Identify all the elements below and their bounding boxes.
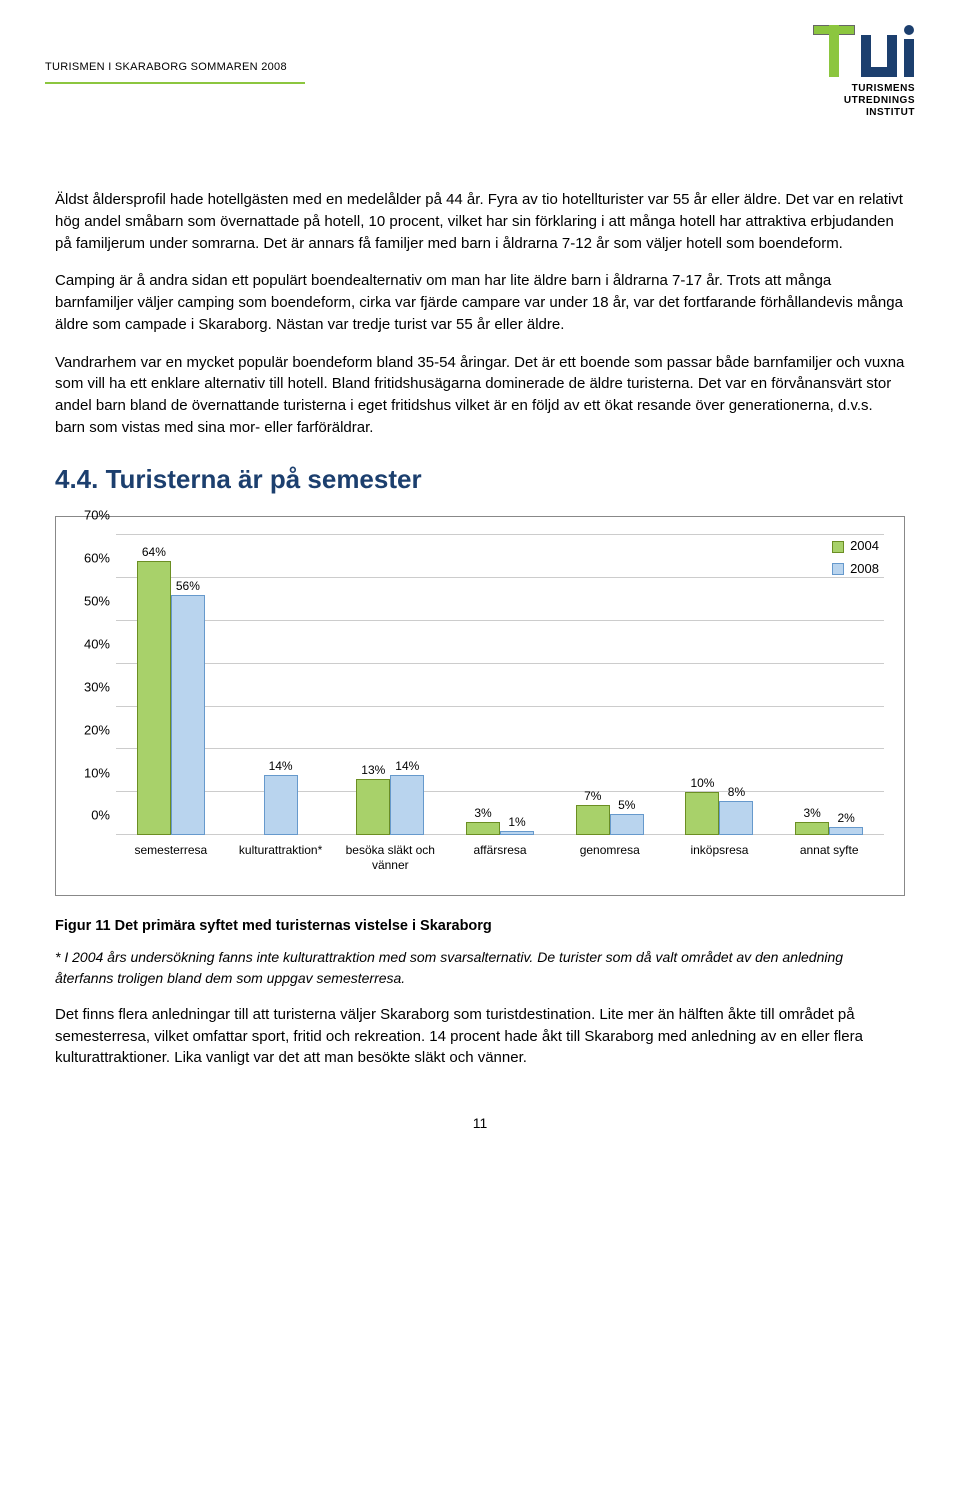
bar-2004: 10% [685, 792, 719, 835]
category-group: 3%1%affärsresa [445, 535, 555, 835]
category-label: annat syfte [774, 835, 884, 857]
bar-2004: 13% [356, 779, 390, 835]
y-axis-label: 40% [84, 636, 110, 655]
category-group: 3%2%annat syfte [774, 535, 884, 835]
paragraph-3: Vandrarhem var en mycket populär boendef… [55, 352, 905, 439]
category-group: 64%56%semesterresa [116, 535, 226, 835]
logo-text: TURISMENS UTREDNINGS INSTITUT [813, 83, 915, 119]
y-axis-label: 60% [84, 550, 110, 569]
bar-value-label: 3% [804, 805, 821, 822]
y-axis-label: 20% [84, 721, 110, 740]
bar-value-label: 1% [508, 814, 525, 831]
category-group: 7%5%genomresa [555, 535, 665, 835]
category-label: genomresa [555, 835, 665, 857]
bar-2004: 3% [466, 822, 500, 835]
closing-paragraph: Det finns flera anledningar till att tur… [55, 1004, 905, 1069]
y-axis-label: 50% [84, 593, 110, 612]
bar-value-label: 10% [690, 775, 714, 792]
category-label: besöka släkt och vänner [335, 835, 445, 872]
y-axis-label: 0% [91, 807, 110, 826]
category-group: 10%8%inköpsresa [665, 535, 775, 835]
bar-2004: 3% [795, 822, 829, 835]
bar-value-label: 8% [728, 784, 745, 801]
bar-2008: 56% [171, 595, 205, 835]
section-heading: 4.4. Turisterna är på semester [55, 461, 905, 499]
bar-value-label: 14% [269, 758, 293, 775]
logo-line-1: TURISMENS [813, 83, 915, 95]
chart-plot-area: 0%10%20%30%40%50%60%70%64%56%semesterres… [116, 535, 884, 835]
bar-2008: 5% [610, 814, 644, 835]
bar-value-label: 56% [176, 578, 200, 595]
bars-row: 64%56%semesterresa14%kulturattraktion*13… [116, 535, 884, 835]
bar-value-label: 3% [474, 805, 491, 822]
logo-letter-u [861, 25, 897, 77]
figure-footnote: * I 2004 års undersökning fanns inte kul… [55, 947, 905, 988]
header-rule [45, 82, 305, 84]
page-header: TURISMEN I SKARABORG SOMMAREN 2008 TURIS… [0, 0, 960, 119]
bar-value-label: 2% [838, 810, 855, 827]
logo-letter-t [813, 25, 855, 77]
content: Äldst åldersprofil hade hotellgästen med… [0, 119, 960, 1069]
page-number: 11 [0, 1085, 960, 1153]
bar-value-label: 64% [142, 544, 166, 561]
category-group: 13%14%besöka släkt och vänner [335, 535, 445, 835]
category-group: 14%kulturattraktion* [226, 535, 336, 835]
y-axis-label: 10% [84, 764, 110, 783]
header-left: TURISMEN I SKARABORG SOMMAREN 2008 [45, 25, 305, 84]
bar-value-label: 5% [618, 797, 635, 814]
bar-value-label: 7% [584, 788, 601, 805]
figure-caption: Figur 11 Det primära syftet med turister… [55, 916, 905, 937]
bar-2004: 64% [137, 561, 171, 835]
bar-2008: 2% [829, 827, 863, 836]
y-axis-label: 30% [84, 678, 110, 697]
logo-letter-i [903, 25, 915, 77]
logo-mark [813, 25, 915, 77]
category-label: kulturattraktion* [226, 835, 336, 857]
y-axis-label: 70% [84, 507, 110, 526]
category-label: semesterresa [116, 835, 226, 857]
paragraph-2: Camping är å andra sidan ett populärt bo… [55, 270, 905, 335]
bar-2004: 7% [576, 805, 610, 835]
bar-2008: 14% [390, 775, 424, 835]
logo: TURISMENS UTREDNINGS INSTITUT [813, 25, 915, 119]
bar-value-label: 13% [361, 762, 385, 779]
category-label: affärsresa [445, 835, 555, 857]
logo-line-3: INSTITUT [813, 107, 915, 119]
logo-line-2: UTREDNINGS [813, 95, 915, 107]
bar-value-label: 14% [395, 758, 419, 775]
bar-2008: 14% [264, 775, 298, 835]
bar-chart: 20042008 0%10%20%30%40%50%60%70%64%56%se… [55, 516, 905, 896]
bar-2008: 8% [719, 801, 753, 835]
document-title: TURISMEN I SKARABORG SOMMAREN 2008 [45, 60, 305, 76]
paragraph-1: Äldst åldersprofil hade hotellgästen med… [55, 189, 905, 254]
category-label: inköpsresa [665, 835, 775, 857]
